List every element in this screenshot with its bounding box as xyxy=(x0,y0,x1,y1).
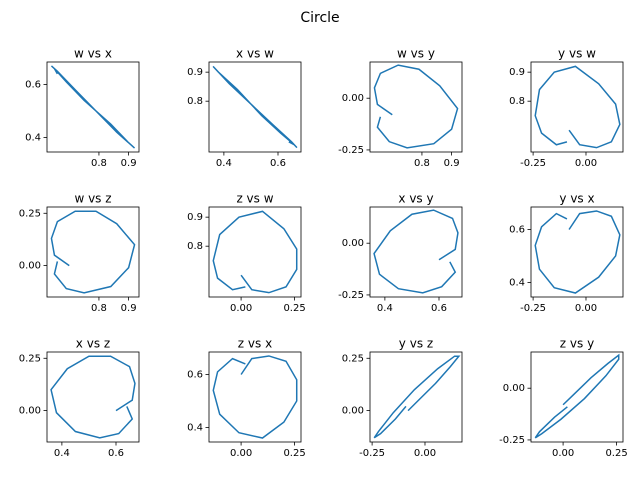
y-tick-label: 0.4 xyxy=(187,422,203,433)
y-tick-label: 0.8 xyxy=(509,96,525,107)
x-tick-label: 0.8 xyxy=(91,158,107,169)
subplot-title: x vs y xyxy=(398,192,433,206)
subplot-title: z vs w xyxy=(236,192,273,206)
y-tick-label: -0.25 xyxy=(499,435,525,446)
axes-frame xyxy=(369,206,463,298)
axes-frame xyxy=(530,61,624,153)
subplot-title: w vs x xyxy=(74,47,112,61)
x-tick-label: -0.25 xyxy=(520,303,546,314)
y-tick-label: 0.8 xyxy=(187,96,203,107)
line xyxy=(50,355,136,439)
y-tick-label: 0.9 xyxy=(187,212,203,223)
y-tick-label: 0.25 xyxy=(19,353,41,364)
y-tick-label: 0.00 xyxy=(342,238,364,249)
axes-frame xyxy=(369,351,463,443)
subplot-title: w vs y xyxy=(397,47,435,61)
figure-title: Circle xyxy=(300,10,339,26)
x-tick-label: 0.9 xyxy=(444,158,460,169)
line xyxy=(534,65,621,149)
x-tick-label: 0.6 xyxy=(431,303,447,314)
y-tick-label: 0.4 xyxy=(509,277,525,288)
line xyxy=(373,209,459,294)
y-tick-label: 0.00 xyxy=(342,406,364,417)
x-tick-label: 0.00 xyxy=(414,448,436,459)
axes-frame xyxy=(530,206,624,298)
axes-frame xyxy=(369,61,463,153)
x-tick-label: 0.8 xyxy=(91,303,107,314)
subplot-title: y vs w xyxy=(558,47,596,61)
line xyxy=(212,210,298,294)
subplot-title: y vs z xyxy=(399,337,433,351)
y-tick-label: 0.9 xyxy=(187,67,203,78)
subplot-title: x vs w xyxy=(236,47,274,61)
y-tick-label: 0.9 xyxy=(509,67,525,78)
axes-frame xyxy=(46,61,140,153)
line xyxy=(534,353,620,439)
x-tick-label: -0.25 xyxy=(520,158,546,169)
x-tick-label: 0.9 xyxy=(121,303,137,314)
y-tick-label: 0.00 xyxy=(503,383,525,394)
y-tick-label: 0.6 xyxy=(187,370,203,381)
y-tick-label: 0.6 xyxy=(25,80,41,91)
x-tick-label: 0.25 xyxy=(283,448,305,459)
y-tick-label: 0.00 xyxy=(342,93,364,104)
x-tick-label: 0.25 xyxy=(605,448,627,459)
line xyxy=(50,65,136,149)
y-tick-label: 0.4 xyxy=(25,132,41,143)
x-tick-label: 0.00 xyxy=(575,303,597,314)
axes-frame xyxy=(46,351,140,443)
x-tick-label: 0.4 xyxy=(54,448,70,459)
line xyxy=(212,65,298,149)
line xyxy=(534,210,621,294)
subplot-title: w vs z xyxy=(74,192,111,206)
x-tick-label: 0.25 xyxy=(283,303,305,314)
y-tick-label: 0.25 xyxy=(19,208,41,219)
y-tick-label: 0.8 xyxy=(187,241,203,252)
line xyxy=(373,355,461,439)
line xyxy=(373,64,459,149)
axes-frame xyxy=(208,351,302,443)
x-tick-label: 0.4 xyxy=(216,158,232,169)
line xyxy=(50,210,136,294)
subplot-title: y vs x xyxy=(559,192,594,206)
axes-frame xyxy=(530,351,624,443)
axes-frame xyxy=(208,61,302,153)
line xyxy=(212,355,298,439)
x-tick-label: 0.4 xyxy=(377,303,393,314)
x-tick-label: 0.00 xyxy=(575,158,597,169)
x-tick-label: 0.9 xyxy=(121,158,137,169)
subplot-title: x vs z xyxy=(76,337,110,351)
x-tick-label: -0.25 xyxy=(359,448,385,459)
subplot-title: z vs y xyxy=(560,337,594,351)
x-tick-label: 0.00 xyxy=(230,303,252,314)
y-tick-label: 0.6 xyxy=(509,225,525,236)
y-tick-label: 0.00 xyxy=(19,406,41,417)
axes-frame xyxy=(46,206,140,298)
subplot-title: z vs x xyxy=(238,337,272,351)
x-tick-label: 0.6 xyxy=(270,158,286,169)
y-tick-label: -0.25 xyxy=(338,290,364,301)
y-tick-label: 0.25 xyxy=(342,353,364,364)
x-tick-label: 0.8 xyxy=(414,158,430,169)
x-tick-label: 0.6 xyxy=(108,448,124,459)
y-tick-label: 0.00 xyxy=(19,261,41,272)
axes-frame xyxy=(208,206,302,298)
x-tick-label: 0.00 xyxy=(230,448,252,459)
x-tick-label: 0.00 xyxy=(552,448,574,459)
y-tick-label: -0.25 xyxy=(338,145,364,156)
